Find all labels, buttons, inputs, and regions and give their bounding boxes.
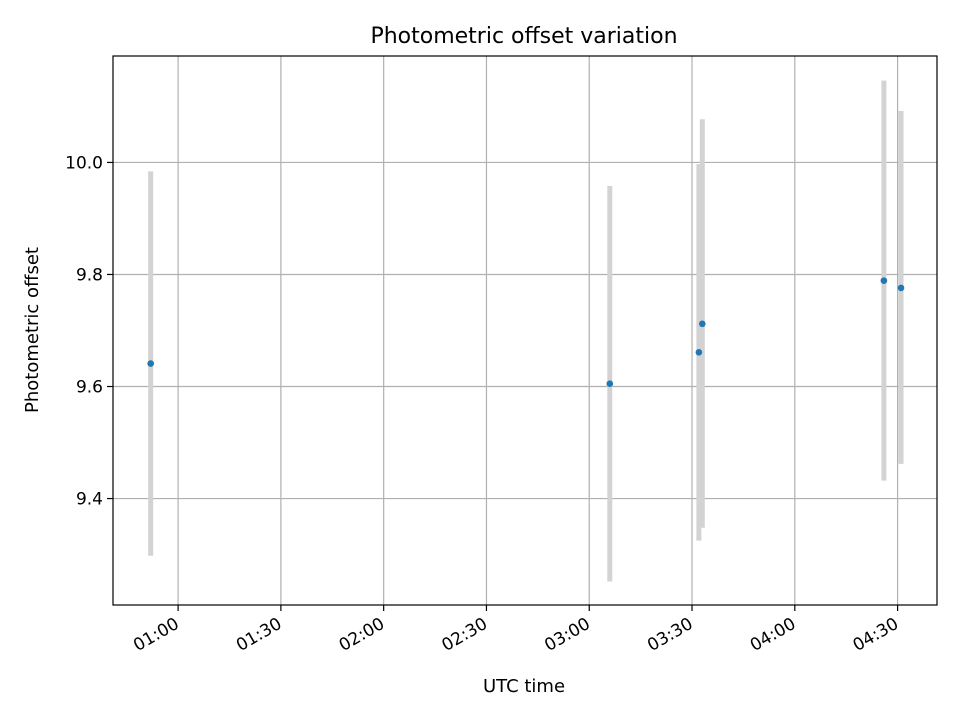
x-tick-label: 04:00 xyxy=(747,614,799,656)
data-point xyxy=(695,349,703,356)
data-point xyxy=(699,320,706,328)
axis-ticks: 01:00 01:30 02:00 02:30 03:00 03:30 04:00 04:30… xyxy=(65,153,902,655)
plot-frame xyxy=(112,55,938,606)
x-tick-label: 04:30 xyxy=(850,614,902,656)
x-axis-label: UTC time xyxy=(483,676,565,697)
data-point xyxy=(880,277,888,284)
y-axis-label: Photometric offset xyxy=(22,247,43,413)
y-tick-label: 9.4 xyxy=(76,490,103,510)
data-point xyxy=(606,380,614,388)
x-tick-label: 02:00 xyxy=(336,614,388,656)
y-tick-label: 10.0 xyxy=(65,153,103,173)
x-tick-label: 03:00 xyxy=(541,614,593,656)
error-bars xyxy=(148,80,904,582)
x-tick-label: 03:30 xyxy=(644,614,696,656)
y-tick-label: 9.8 xyxy=(76,265,103,285)
x-tick-label: 01:00 xyxy=(130,614,182,656)
data-points xyxy=(147,277,905,388)
data-point xyxy=(897,284,905,292)
chart-title: Photometric offset variation xyxy=(370,24,677,49)
data-point xyxy=(147,360,154,367)
x-tick-label: 01:30 xyxy=(233,614,285,656)
y-tick-label: 9.6 xyxy=(76,378,103,398)
x-tick-label: 02:30 xyxy=(439,614,491,656)
grid-lines xyxy=(113,56,937,605)
